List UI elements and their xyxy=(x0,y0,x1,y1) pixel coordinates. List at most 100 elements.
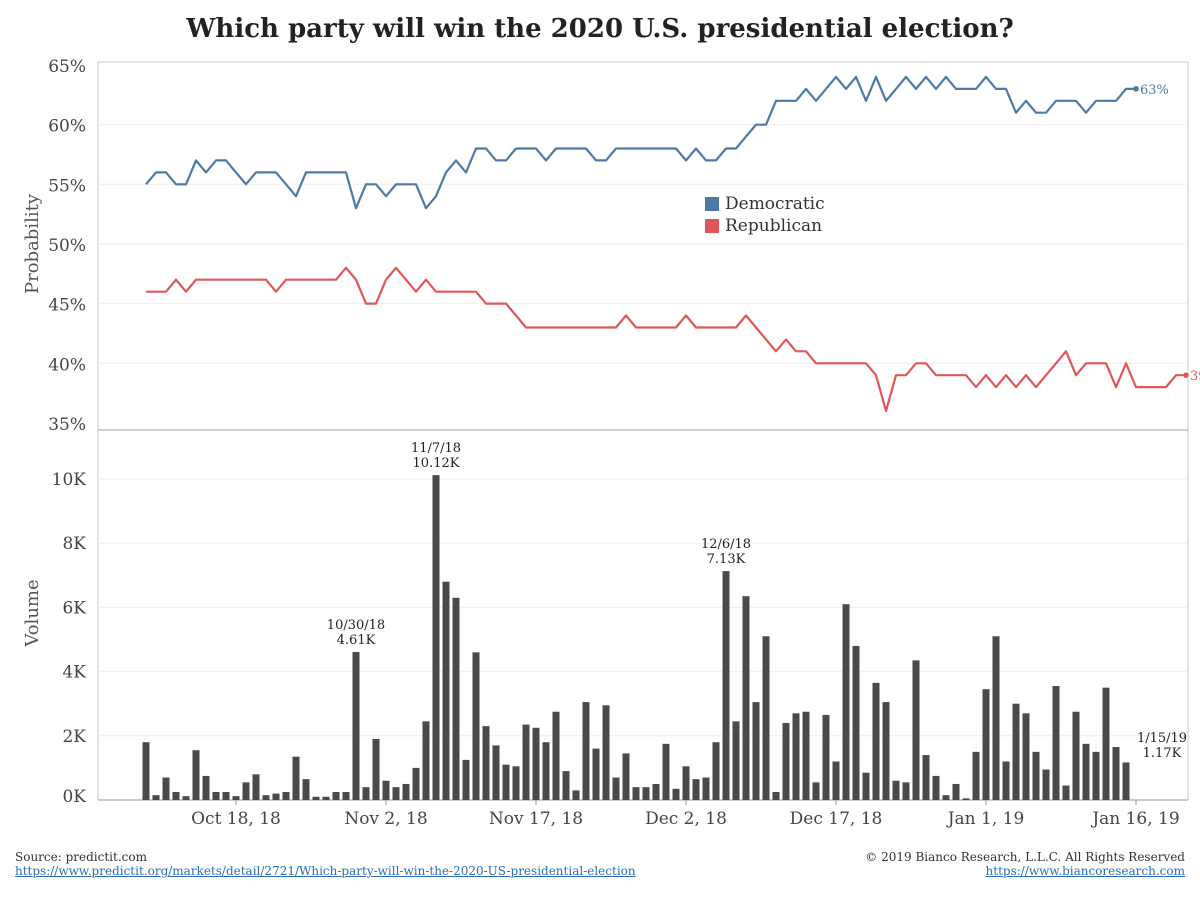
volume-bar[interactable] xyxy=(302,779,310,800)
volume-bar[interactable] xyxy=(722,571,730,800)
volume-bar[interactable] xyxy=(782,722,790,800)
volume-bar[interactable] xyxy=(382,780,390,800)
volume-bar[interactable] xyxy=(232,796,240,800)
legend-item-democratic[interactable]: Democratic xyxy=(705,193,825,215)
volume-bar[interactable] xyxy=(292,756,300,800)
volume-bar[interactable] xyxy=(742,596,750,800)
volume-bar[interactable] xyxy=(422,721,430,800)
volume-bar[interactable] xyxy=(922,755,930,800)
volume-bar[interactable] xyxy=(902,782,910,800)
volume-bar[interactable] xyxy=(1032,751,1040,800)
volume-bar[interactable] xyxy=(612,777,620,800)
volume-bar[interactable] xyxy=(452,597,460,800)
volume-bar[interactable] xyxy=(622,753,630,800)
volume-bar[interactable] xyxy=(192,750,200,800)
volume-bar[interactable] xyxy=(542,742,550,800)
volume-bar[interactable] xyxy=(852,645,860,800)
volume-bar[interactable] xyxy=(702,777,710,800)
volume-bar[interactable] xyxy=(1062,785,1070,800)
volume-bar[interactable] xyxy=(1002,761,1010,800)
volume-bar[interactable] xyxy=(752,702,760,800)
volume-bar[interactable] xyxy=(672,788,680,800)
volume-bar[interactable] xyxy=(432,475,440,800)
volume-bar[interactable] xyxy=(252,774,260,800)
volume-bar[interactable] xyxy=(282,791,290,800)
volume-bar[interactable] xyxy=(822,714,830,800)
volume-bar[interactable] xyxy=(832,761,840,800)
volume-bar[interactable] xyxy=(552,711,560,800)
volume-bar[interactable] xyxy=(262,795,270,800)
volume-bar[interactable] xyxy=(1012,703,1020,800)
volume-bar[interactable] xyxy=(392,787,400,800)
volume-bar[interactable] xyxy=(182,796,190,800)
volume-bar[interactable] xyxy=(342,791,350,800)
volume-bar[interactable] xyxy=(372,739,380,800)
volume-bar[interactable] xyxy=(692,779,700,800)
volume-bar[interactable] xyxy=(602,705,610,800)
volume-bar[interactable] xyxy=(402,783,410,800)
volume-bar[interactable] xyxy=(1052,686,1060,800)
volume-bar[interactable] xyxy=(222,791,230,800)
volume-bar[interactable] xyxy=(682,766,690,800)
volume-bar[interactable] xyxy=(572,790,580,800)
volume-bar[interactable] xyxy=(982,689,990,800)
volume-bar[interactable] xyxy=(1102,687,1110,800)
volume-bar[interactable] xyxy=(662,743,670,800)
volume-bar[interactable] xyxy=(802,711,810,800)
volume-bar[interactable] xyxy=(1092,751,1100,800)
volume-bar[interactable] xyxy=(332,791,340,800)
source-link[interactable]: https://www.predictit.org/markets/detail… xyxy=(15,864,636,878)
volume-bar[interactable] xyxy=(582,702,590,800)
volume-bar[interactable] xyxy=(952,783,960,800)
volume-bar[interactable] xyxy=(872,682,880,800)
volume-bar[interactable] xyxy=(1042,769,1050,800)
volume-bar[interactable] xyxy=(892,780,900,800)
volume-bar[interactable] xyxy=(352,652,360,800)
volume-bar[interactable] xyxy=(1112,747,1120,800)
volume-bar[interactable] xyxy=(932,775,940,800)
volume-bar[interactable] xyxy=(1082,743,1090,800)
volume-bar[interactable] xyxy=(882,702,890,800)
volume-bar[interactable] xyxy=(172,791,180,800)
volume-bar[interactable] xyxy=(1122,762,1130,800)
volume-bar[interactable] xyxy=(472,652,480,800)
volume-bar[interactable] xyxy=(502,764,510,800)
volume-bar[interactable] xyxy=(162,777,170,800)
volume-bar[interactable] xyxy=(862,772,870,800)
volume-bar[interactable] xyxy=(812,782,820,800)
volume-bar[interactable] xyxy=(442,581,450,800)
volume-bar[interactable] xyxy=(632,787,640,800)
volume-bar[interactable] xyxy=(652,783,660,800)
volume-bar[interactable] xyxy=(792,713,800,800)
volume-bar[interactable] xyxy=(762,636,770,800)
volume-bar[interactable] xyxy=(412,767,420,800)
volume-bar[interactable] xyxy=(362,787,370,800)
series-line-democratic[interactable] xyxy=(145,75,1136,210)
volume-bar[interactable] xyxy=(942,795,950,800)
volume-bar[interactable] xyxy=(312,796,320,800)
volume-bar[interactable] xyxy=(242,782,250,800)
volume-bar[interactable] xyxy=(642,787,650,800)
volume-bar[interactable] xyxy=(522,724,530,800)
volume-bar[interactable] xyxy=(322,796,330,800)
volume-bar[interactable] xyxy=(1072,711,1080,800)
volume-bar[interactable] xyxy=(592,748,600,800)
site-link[interactable]: https://www.biancoresearch.com xyxy=(985,864,1185,878)
volume-bar[interactable] xyxy=(462,759,470,800)
volume-bar[interactable] xyxy=(532,727,540,800)
volume-bar[interactable] xyxy=(912,660,920,800)
volume-bar[interactable] xyxy=(492,745,500,800)
volume-bar[interactable] xyxy=(202,775,210,800)
volume-bar[interactable] xyxy=(512,766,520,800)
volume-bar[interactable] xyxy=(842,604,850,800)
volume-bar[interactable] xyxy=(562,771,570,800)
volume-bar[interactable] xyxy=(152,795,160,800)
volume-bar[interactable] xyxy=(732,721,740,800)
series-line-republican[interactable] xyxy=(146,266,1186,413)
volume-bar[interactable] xyxy=(772,791,780,800)
volume-bar[interactable] xyxy=(712,742,720,800)
volume-bar[interactable] xyxy=(962,798,970,800)
volume-bar[interactable] xyxy=(992,636,1000,800)
volume-bar[interactable] xyxy=(142,742,150,800)
volume-bar[interactable] xyxy=(272,793,280,800)
